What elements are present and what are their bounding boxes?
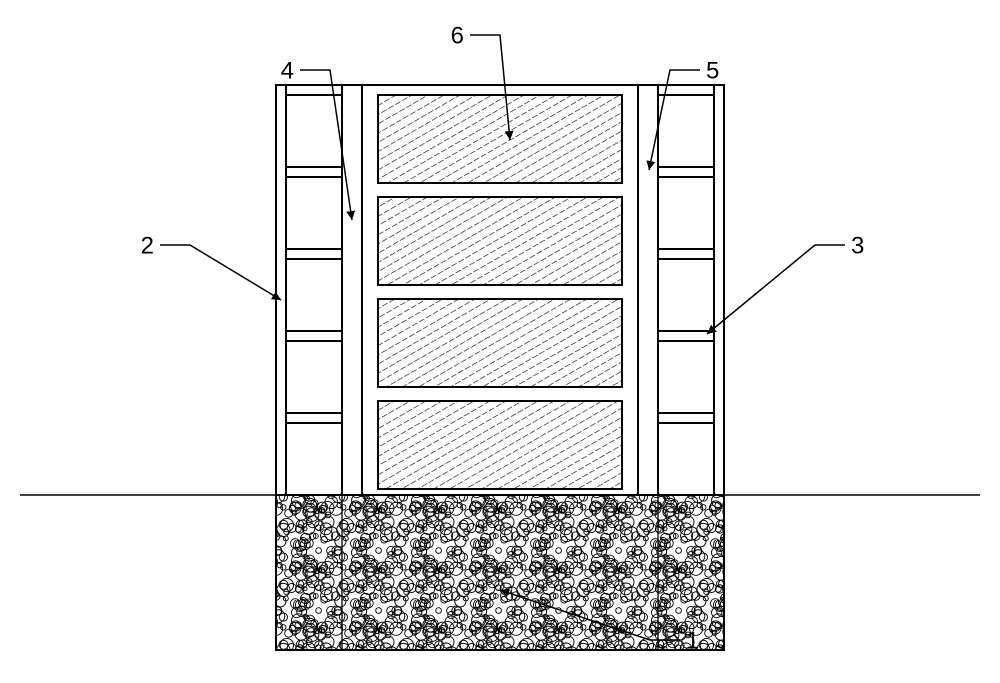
center-blocks [378,95,622,489]
label-3-text: 3 [851,232,864,259]
label-6-text: 6 [451,22,464,49]
label-5-text: 5 [706,57,719,84]
label-2: 2 [141,232,281,300]
label-1-text: 1 [686,627,699,654]
label-4-text: 4 [281,57,294,84]
label-5: 5 [649,57,719,170]
label-2-text: 2 [141,232,154,259]
label-3: 3 [707,232,864,334]
block-4 [378,401,622,489]
block-1 [378,95,622,183]
foundation [276,495,724,650]
block-3 [378,299,622,387]
block-2 [378,197,622,285]
